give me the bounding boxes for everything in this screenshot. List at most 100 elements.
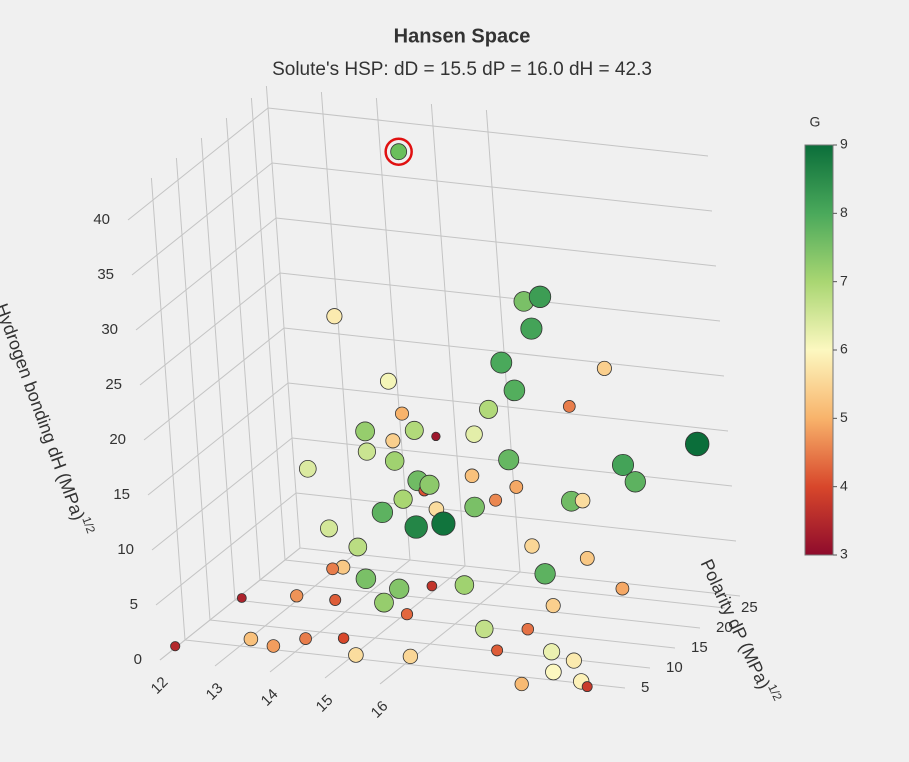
colorbar-title: G xyxy=(810,114,821,130)
point xyxy=(521,622,535,636)
point xyxy=(498,449,520,471)
point xyxy=(170,641,181,652)
point xyxy=(465,425,483,443)
z-grid-line xyxy=(127,107,269,221)
z-tick-label: 5 xyxy=(130,596,138,613)
point xyxy=(503,379,526,402)
point xyxy=(400,608,414,621)
point xyxy=(348,647,364,663)
point xyxy=(509,480,524,494)
point xyxy=(479,399,498,419)
z-grid-line xyxy=(275,217,717,267)
colorbar-tick-label: 3 xyxy=(840,546,848,562)
z-tick-label: 25 xyxy=(105,376,122,393)
point xyxy=(624,471,646,493)
z-tick-label: 15 xyxy=(113,486,130,503)
z-tick-label: 30 xyxy=(101,321,118,338)
point xyxy=(489,493,503,507)
point xyxy=(379,372,397,390)
z-grid-line xyxy=(267,107,709,157)
y-grid-line xyxy=(284,559,726,609)
colorbar-tick-label: 6 xyxy=(840,341,848,357)
point xyxy=(491,644,504,657)
point xyxy=(355,568,377,590)
point xyxy=(543,643,561,661)
colorbar-tick-label: 8 xyxy=(840,204,848,220)
y-tick-label: 5 xyxy=(641,679,649,696)
point xyxy=(524,538,540,554)
z-grid-line xyxy=(287,382,729,432)
y-tick-label: 15 xyxy=(691,639,708,656)
point xyxy=(431,431,441,442)
point xyxy=(266,639,281,653)
point xyxy=(426,580,438,592)
z-tick-label: 0 xyxy=(134,651,142,668)
colorbar-tick-label: 9 xyxy=(840,136,848,152)
z-grid-line xyxy=(147,382,289,496)
grid xyxy=(127,85,741,689)
point xyxy=(371,501,394,524)
z-grid-line xyxy=(151,437,293,551)
point xyxy=(431,511,456,536)
point xyxy=(298,459,317,478)
y-grid-line xyxy=(259,579,701,629)
point xyxy=(290,589,304,603)
point xyxy=(528,285,552,308)
point xyxy=(534,563,556,585)
point xyxy=(615,581,630,596)
chart-title: Hansen Space xyxy=(394,25,531,47)
point xyxy=(464,468,480,484)
point xyxy=(419,474,440,495)
z-tick-label: 10 xyxy=(117,541,134,558)
colorbar-tick-label: 7 xyxy=(840,272,848,288)
y-tick-label: 25 xyxy=(741,599,758,616)
point xyxy=(562,400,576,413)
point xyxy=(545,663,562,681)
point xyxy=(475,619,494,639)
z-tick-label: 35 xyxy=(97,266,114,283)
point xyxy=(326,308,343,325)
colorbar xyxy=(804,144,834,556)
point xyxy=(454,575,475,595)
y-axis-title-sup: 1/2 xyxy=(765,682,785,703)
point xyxy=(337,632,350,644)
z-tick-label: 40 xyxy=(93,211,110,228)
point xyxy=(520,317,543,340)
z-grid-line xyxy=(279,272,721,322)
point xyxy=(574,492,591,509)
point xyxy=(348,537,368,557)
point xyxy=(384,451,405,471)
point xyxy=(579,551,595,566)
z-grid-line xyxy=(283,327,725,377)
x-grid-line xyxy=(269,559,411,673)
point xyxy=(402,648,419,665)
point xyxy=(236,593,247,603)
z-axis-title-sup: 1/2 xyxy=(79,515,98,536)
point xyxy=(596,360,612,376)
point xyxy=(385,433,401,449)
x-grid-line xyxy=(379,571,521,685)
solute-ring xyxy=(384,137,413,166)
point xyxy=(393,489,413,509)
z-grid-line xyxy=(271,162,713,212)
x-grid-line xyxy=(324,565,466,679)
point xyxy=(464,496,485,518)
solute-point xyxy=(390,143,408,161)
point xyxy=(685,431,710,457)
point xyxy=(565,652,582,669)
y-grid-line xyxy=(234,599,676,649)
chart-subtitle: Solute's HSP: dD = 15.5 dP = 16.0 dH = 4… xyxy=(272,59,652,80)
y-tick-label: 20 xyxy=(716,619,733,636)
colorbar-tick-label: 5 xyxy=(840,409,848,425)
z-tick-label: 20 xyxy=(109,431,126,448)
point xyxy=(243,631,259,647)
point xyxy=(329,594,342,606)
colorbar-tick-label: 4 xyxy=(840,477,848,493)
point xyxy=(374,592,394,613)
points xyxy=(170,137,710,693)
z-grid-line xyxy=(155,492,297,606)
point xyxy=(320,519,338,538)
point xyxy=(355,421,375,442)
